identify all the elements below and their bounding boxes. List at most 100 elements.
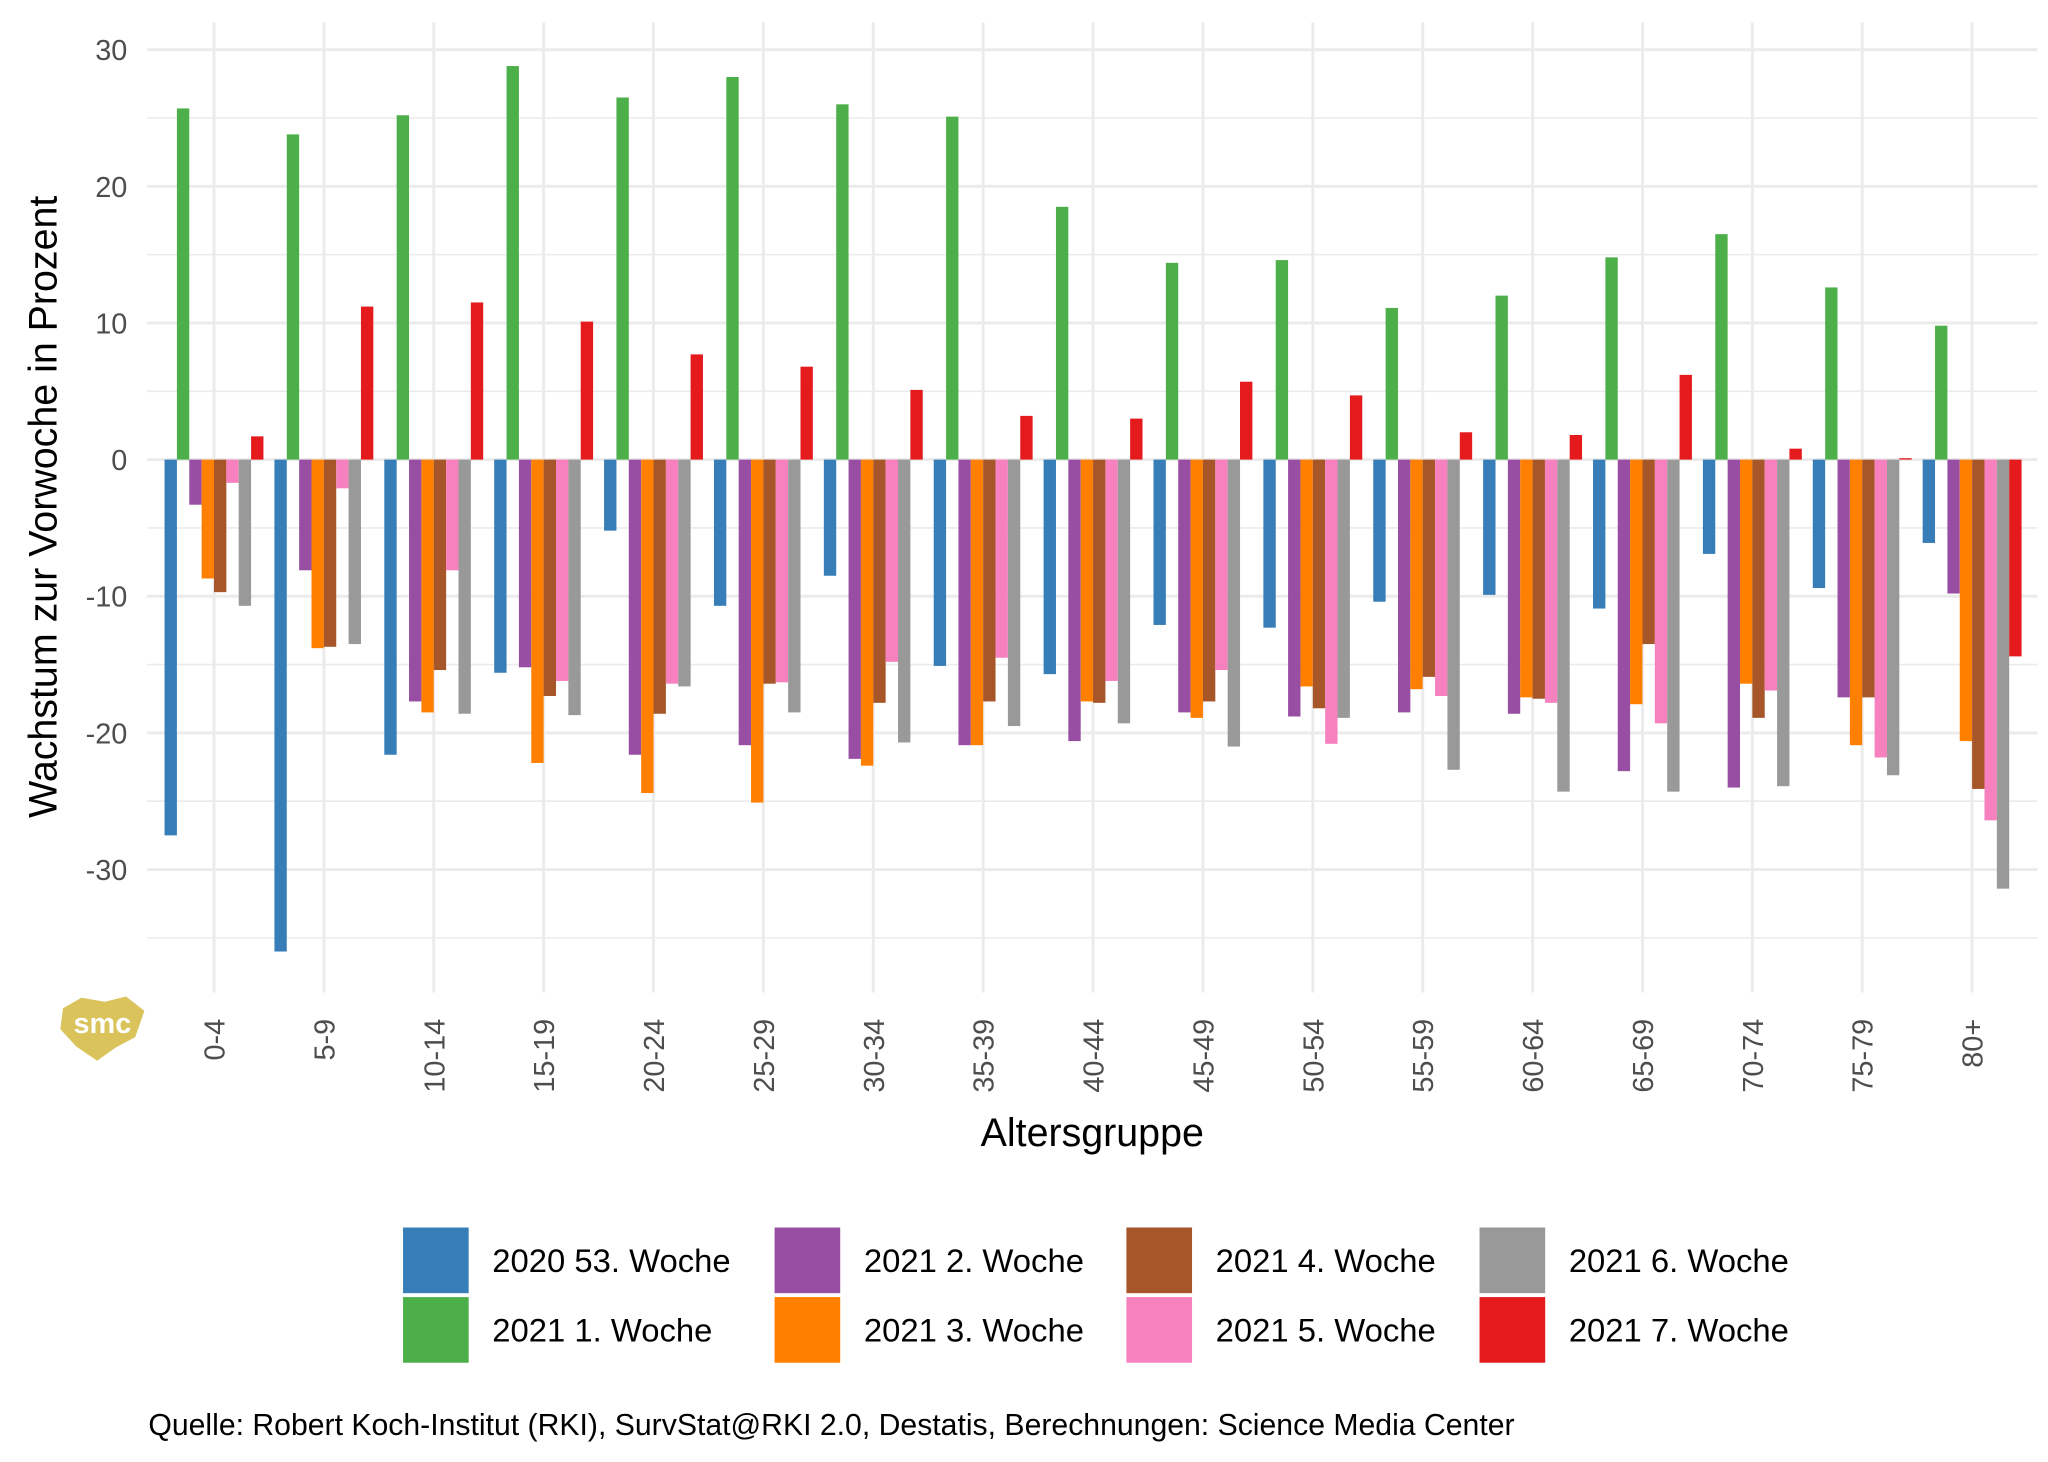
bar [678,459,691,687]
x-tick-label: 70-74 [1738,1019,1770,1093]
bar [286,134,300,460]
y-tick-label: -10 [86,582,128,614]
bar [726,76,739,460]
legend-item: 2020 53. Woche [403,1227,731,1294]
bar [1093,459,1106,703]
bar [336,459,349,489]
bar [360,306,374,460]
y-tick-label: 20 [95,172,127,204]
bar [1349,395,1363,460]
bar [1520,459,1533,698]
bar [1483,459,1496,595]
legend-key [1126,1227,1193,1294]
x-tick-label: 40-44 [1079,1019,1111,1093]
bar [800,366,813,460]
bar [274,459,287,952]
bar [1312,459,1326,709]
bar [946,116,959,460]
bar [1288,459,1301,717]
legend-item: 2021 1. Woche [403,1297,712,1363]
bar [885,459,899,662]
bar [873,459,886,703]
bar [1385,307,1398,460]
x-axis-title: Altersgruppe [981,1111,1204,1155]
bar [1495,295,1508,460]
bar [1117,459,1131,724]
bar [1739,459,1753,684]
logo: smc [60,996,145,1061]
bar [738,459,752,746]
bar [396,115,410,460]
bar [1984,459,1997,821]
bar [1130,418,1143,460]
bar [201,459,214,579]
bar [1165,262,1179,460]
bar [763,459,776,684]
y-axis-title: Wachstum zur Vorwoche in Prozent [21,196,65,818]
bar [568,459,581,716]
legend-key [403,1297,469,1363]
bar [1727,459,1740,788]
bar [1337,459,1350,718]
bar [543,459,557,696]
legend-label: 2021 5. Woche [1216,1312,1436,1349]
bar [823,459,837,576]
legend-key [1126,1297,1193,1363]
bar [641,459,654,794]
logo-shape [60,996,145,1061]
bar [665,459,679,684]
bar [1275,260,1289,460]
bar [1935,325,1948,460]
bar [2009,459,2022,657]
bar [164,459,177,836]
bar [226,459,239,483]
bar [1020,415,1033,460]
bar [1373,459,1386,602]
bar [213,459,227,593]
bar [788,459,801,713]
legend-label: 2021 1. Woche [492,1312,712,1349]
bar [1617,459,1631,772]
bar [898,459,911,743]
x-tick-label: 80+ [1958,1019,1990,1068]
bar [1642,459,1655,645]
bar [751,459,764,803]
bar [836,104,849,460]
bar [958,459,971,746]
bar [1447,459,1460,770]
bar [1922,459,1936,543]
bar [531,459,544,763]
bar [1507,459,1521,714]
legend-label: 2021 3. Woche [864,1312,1084,1349]
bar [1544,459,1558,703]
bar [1593,459,1606,609]
bar [1849,459,1863,746]
caption: Quelle: Robert Koch-Institut (RKI), Surv… [148,1409,1514,1442]
legend-key [1479,1297,1546,1363]
bar [983,459,996,702]
bar [1105,459,1118,681]
bar [1240,381,1253,460]
bar [1630,459,1643,705]
bar [860,459,874,766]
bar [556,459,569,681]
x-tick-label: 45-49 [1188,1019,1220,1093]
bar [848,459,861,759]
bar [348,459,361,645]
bar [616,97,629,460]
bar [1679,374,1692,460]
legend-label: 2021 4. Woche [1216,1242,1436,1279]
x-tick-label: 60-64 [1518,1019,1550,1093]
legend-key [774,1227,841,1294]
bar [653,459,666,714]
bar [1068,459,1081,742]
bar [1777,459,1790,787]
legend-item: 2021 3. Woche [774,1297,1084,1363]
bar [1825,287,1838,460]
bar [1789,448,1802,460]
bar [604,459,617,531]
bar [628,459,642,755]
bar [1080,459,1094,702]
legend-item: 2021 6. Woche [1479,1227,1789,1294]
bar [1435,459,1448,696]
